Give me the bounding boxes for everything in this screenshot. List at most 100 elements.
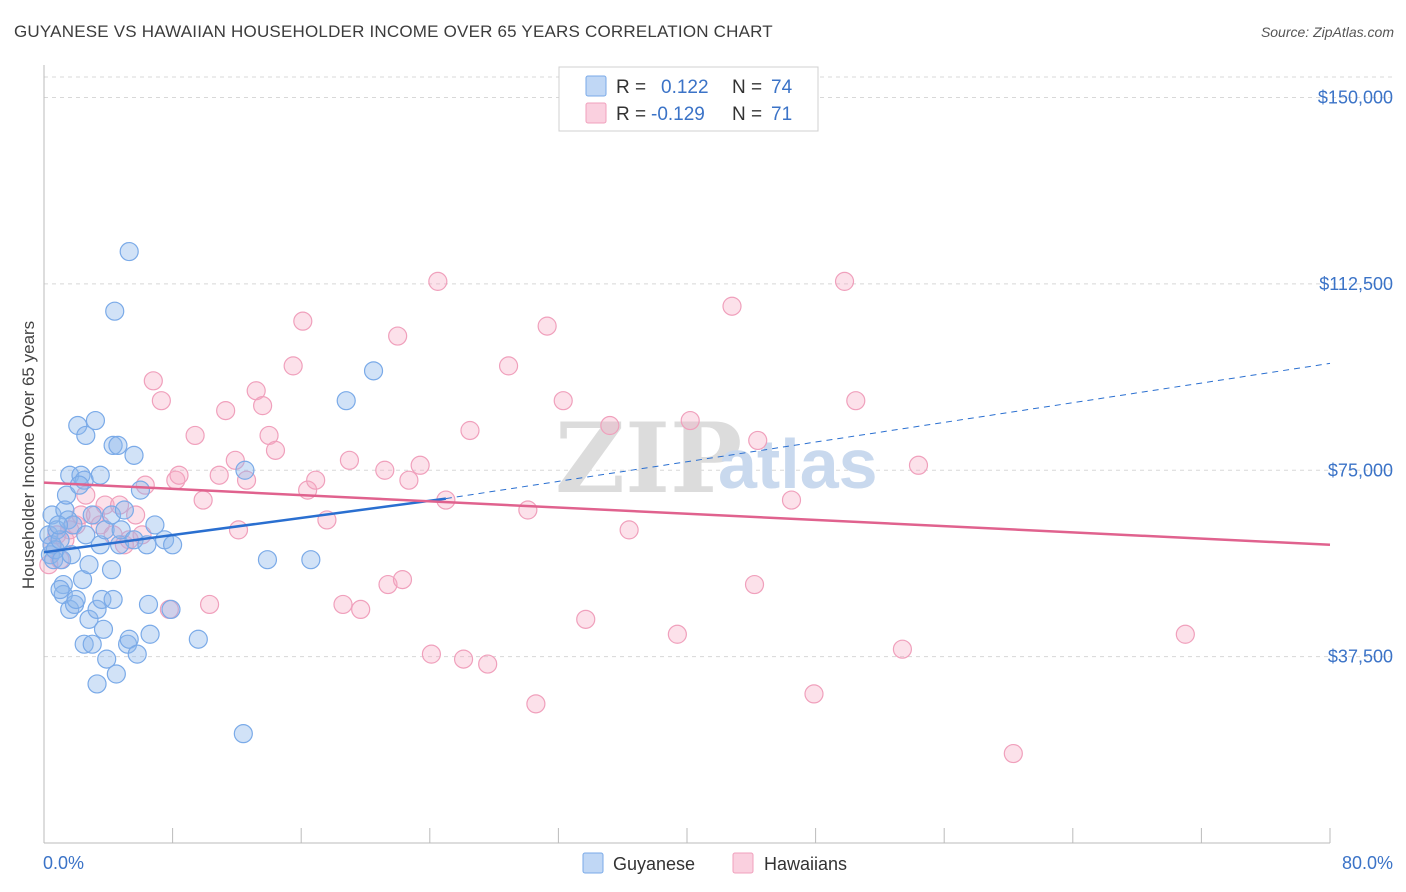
legend-n-label-guyanese: N = xyxy=(732,77,762,98)
point-hawaiians xyxy=(209,465,229,485)
point-guyanese xyxy=(103,435,123,455)
watermark-zip: ZIP xyxy=(555,402,742,515)
legend-r-value-guyanese: 0.122 xyxy=(661,77,709,98)
y-tick-labels: $37,500 $75,000 $112,500 $150,000 xyxy=(1318,88,1393,667)
point-guyanese xyxy=(103,589,123,610)
point-hawaiians xyxy=(804,684,824,704)
point-hawaiians xyxy=(744,574,765,595)
watermark-atlas: atlas xyxy=(718,425,878,503)
point-hawaiians xyxy=(199,594,220,615)
point-hawaiians xyxy=(667,624,687,644)
point-guyanese xyxy=(76,525,96,545)
point-guyanese xyxy=(68,415,88,436)
point-hawaiians xyxy=(619,520,639,540)
point-guyanese xyxy=(363,361,384,381)
point-guyanese xyxy=(257,550,278,570)
point-guyanese xyxy=(101,505,122,525)
point-guyanese xyxy=(93,619,114,639)
point-guyanese xyxy=(82,505,102,525)
point-hawaiians xyxy=(151,391,171,411)
point-guyanese xyxy=(63,515,83,535)
point-hawaiians xyxy=(333,594,353,615)
y-axis-label: Householder Income Over 65 years xyxy=(19,321,38,589)
point-hawaiians xyxy=(600,415,620,436)
point-guyanese xyxy=(336,391,356,411)
y-tick-label: $112,500 xyxy=(1319,274,1393,294)
point-hawaiians xyxy=(378,574,398,595)
point-guyanese xyxy=(109,535,130,555)
legend-r-value-hawaiians: -0.129 xyxy=(651,104,705,125)
point-hawaiians xyxy=(553,391,573,411)
point-guyanese xyxy=(79,555,99,575)
point-guyanese xyxy=(101,560,122,580)
legend-swatch-guyanese xyxy=(585,75,607,97)
point-hawaiians xyxy=(228,520,249,540)
point-guyanese xyxy=(76,425,96,446)
point-guyanese xyxy=(85,410,106,431)
point-hawaiians xyxy=(216,401,236,421)
point-guyanese xyxy=(235,460,255,480)
point-hawaiians xyxy=(410,455,430,475)
point-guyanese xyxy=(50,530,70,550)
point-hawaiians xyxy=(453,649,474,669)
point-guyanese xyxy=(119,241,139,262)
trend-lines xyxy=(43,362,1331,554)
y-tick-label: $75,000 xyxy=(1328,460,1393,480)
point-hawaiians xyxy=(293,311,313,331)
point-hawaiians xyxy=(392,569,413,590)
point-hawaiians xyxy=(892,639,913,659)
point-guyanese xyxy=(92,589,112,610)
point-hawaiians xyxy=(518,500,538,520)
trend-line-hawaiians xyxy=(43,481,1331,547)
point-guyanese xyxy=(124,445,144,465)
point-guyanese xyxy=(66,589,86,610)
series-legend-swatch-hawaiians xyxy=(732,852,754,874)
point-guyanese xyxy=(119,629,139,649)
point-hawaiians xyxy=(478,654,498,674)
point-hawaiians xyxy=(908,455,929,475)
point-hawaiians xyxy=(537,316,557,336)
point-guyanese xyxy=(163,535,183,555)
point-hawaiians xyxy=(283,356,303,376)
point-hawaiians xyxy=(185,425,205,446)
point-hawaiians xyxy=(265,440,286,460)
point-guyanese xyxy=(74,634,94,654)
point-hawaiians xyxy=(1003,743,1023,764)
legend-n-label-hawaiians: N = xyxy=(732,104,762,125)
point-guyanese xyxy=(87,599,107,620)
point-guyanese xyxy=(130,480,151,500)
point-hawaiians xyxy=(193,490,213,510)
x-tick-label-min: 0.0% xyxy=(43,853,84,873)
legend-r-label-guyanese: R = xyxy=(616,77,646,98)
point-hawaiians xyxy=(169,465,189,485)
point-hawaiians xyxy=(399,470,419,490)
y-tick-label: $150,000 xyxy=(1318,88,1393,108)
point-guyanese xyxy=(140,624,160,644)
point-guyanese xyxy=(79,609,99,629)
legend-n-value-hawaiians: 71 xyxy=(771,104,792,125)
source-label: Source: ZipAtlas.com xyxy=(1260,24,1394,40)
point-hawaiians xyxy=(526,694,546,714)
point-hawaiians xyxy=(126,505,146,525)
point-hawaiians xyxy=(339,450,360,470)
point-hawaiians xyxy=(748,430,768,451)
point-hawaiians xyxy=(498,356,519,376)
point-guyanese xyxy=(90,465,110,485)
point-hawaiians xyxy=(834,271,855,291)
point-hawaiians xyxy=(576,609,596,629)
point-hawaiians xyxy=(76,485,96,505)
trend-line-guyanese xyxy=(43,497,447,554)
y-tick-label: $37,500 xyxy=(1328,647,1393,667)
point-hawaiians xyxy=(143,371,163,391)
point-guyanese xyxy=(233,724,253,744)
point-hawaiians xyxy=(722,296,742,316)
series-legend-swatch-guyanese xyxy=(582,852,604,874)
point-guyanese xyxy=(108,435,128,455)
legend-r-label-hawaiians: R = xyxy=(616,104,646,125)
point-guyanese xyxy=(111,520,131,540)
point-guyanese xyxy=(97,649,117,669)
point-hawaiians xyxy=(236,470,257,490)
point-guyanese xyxy=(106,664,126,684)
series-legend-label-hawaiians: Hawaiians xyxy=(764,854,847,874)
scatter-points xyxy=(39,241,1195,764)
